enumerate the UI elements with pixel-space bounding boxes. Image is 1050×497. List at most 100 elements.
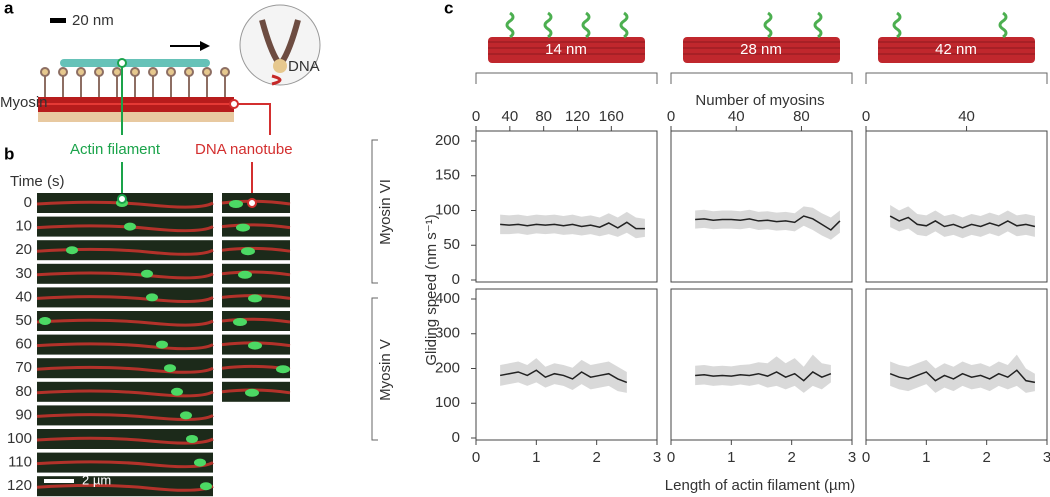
- time-label: 20: [15, 241, 32, 258]
- x-tick-label: 0: [472, 449, 480, 466]
- filament: [36, 224, 214, 233]
- y-tick-label: 300: [435, 325, 460, 342]
- substrate: [38, 112, 234, 122]
- y-tick-label: 200: [435, 132, 460, 149]
- y-tick-label: 0: [452, 271, 460, 288]
- actin-spot: [66, 246, 78, 255]
- filament: [36, 483, 214, 492]
- x2-tick-label: 40: [958, 108, 975, 125]
- helix: [813, 11, 823, 39]
- y-tick-label: 100: [435, 201, 460, 218]
- inset: [239, 4, 321, 86]
- filament: [36, 342, 214, 351]
- nanotube: [878, 37, 1035, 63]
- y-tick-label: 0: [452, 429, 460, 446]
- x-tick-label: 1: [532, 449, 540, 466]
- actin-spot: [180, 411, 192, 420]
- plot-frame: [865, 130, 1048, 283]
- row-label: Myosin VI: [377, 179, 394, 245]
- helix: [581, 11, 591, 39]
- actin-spot: [236, 223, 250, 232]
- filament: [221, 223, 291, 230]
- arrow-head: [200, 41, 210, 51]
- y-tick-label: 400: [435, 290, 460, 307]
- x2-tick-label: 40: [728, 108, 745, 125]
- helix: [619, 11, 629, 39]
- panel-b: 0 10 20 30 40 50 60 70 80 90 100 110 120 2 µm: [7, 193, 291, 497]
- panel-a: 20 nm Myosin DNA Actin filament: [0, 4, 321, 200]
- x2-tick-label: 80: [793, 108, 810, 125]
- time-label: 50: [15, 312, 32, 329]
- line: [695, 215, 841, 231]
- actin-spot: [186, 435, 198, 443]
- image-strip: [222, 216, 290, 237]
- time-label: Time (s): [10, 173, 64, 190]
- inset-head: [273, 59, 287, 73]
- x-tick-label: 1: [727, 449, 735, 466]
- marker: [247, 198, 257, 208]
- image-strip: [222, 311, 290, 331]
- filament: [36, 436, 214, 445]
- image-strip: [222, 263, 290, 284]
- x-tick-label: 0: [862, 449, 870, 466]
- time-label: 100: [7, 430, 32, 447]
- actin-spot: [248, 294, 262, 303]
- line: [889, 215, 1036, 229]
- x-tick-label: 2: [787, 449, 795, 466]
- spacing-label: 14 nm: [545, 41, 587, 58]
- actin-spot: [229, 200, 243, 208]
- band: [890, 204, 1035, 239]
- image-strip: [222, 240, 290, 261]
- actin-spot: [248, 341, 262, 350]
- x2-tick-label: 80: [535, 108, 552, 125]
- y-tick-label: 200: [435, 359, 460, 376]
- plot-frame: [475, 288, 658, 441]
- time-label: 70: [15, 359, 32, 376]
- nanotube: [683, 37, 840, 63]
- bracket: [475, 72, 658, 84]
- x-tick-label: 3: [848, 449, 856, 466]
- dna-label: DNA: [288, 58, 320, 75]
- spacing-label: 28 nm: [740, 41, 782, 58]
- plot-frame: [865, 288, 1048, 441]
- x2-tick-label: 0: [862, 108, 870, 125]
- marker: [117, 58, 127, 68]
- line: [500, 221, 645, 230]
- plot-frame: [475, 130, 658, 283]
- panel-label: a: [4, 0, 14, 17]
- marker: [229, 99, 239, 109]
- actin-spot: [238, 270, 252, 279]
- time-label: 40: [15, 288, 32, 305]
- scale-label: 2 µm: [82, 472, 111, 487]
- y-tick-label: 150: [435, 167, 460, 184]
- x-tick-label: 1: [922, 449, 930, 466]
- x-axis-label: Length of actin filament (µm): [665, 477, 855, 494]
- filament: [221, 270, 291, 277]
- scale-bar: [44, 479, 74, 483]
- x2-tick-label: 0: [472, 108, 480, 125]
- time-label: 80: [15, 383, 32, 400]
- helix: [543, 11, 553, 39]
- actin-spot: [146, 293, 158, 302]
- bracket: [670, 72, 853, 84]
- y-tick-label: 100: [435, 394, 460, 411]
- panel-c-header: 14 nm 28 nm 42 nm: [475, 11, 1048, 84]
- x2-tick-label: 120: [565, 108, 590, 125]
- filament: [221, 246, 291, 253]
- filament: [36, 413, 214, 421]
- row-bracket: [371, 139, 378, 441]
- filament: [36, 365, 214, 374]
- marker: [117, 194, 127, 204]
- image-strip: [222, 358, 290, 379]
- x2-tick-label: 0: [667, 108, 675, 125]
- band: [695, 206, 840, 240]
- actin-spot: [245, 388, 259, 397]
- time-label: 60: [15, 336, 32, 353]
- plot-frame: [670, 130, 853, 283]
- line: [889, 369, 1036, 384]
- filament: [221, 317, 291, 324]
- time-label: 90: [15, 406, 32, 423]
- x-tick-label: 2: [592, 449, 600, 466]
- actin-spot: [164, 364, 176, 373]
- actin-spot: [241, 247, 255, 256]
